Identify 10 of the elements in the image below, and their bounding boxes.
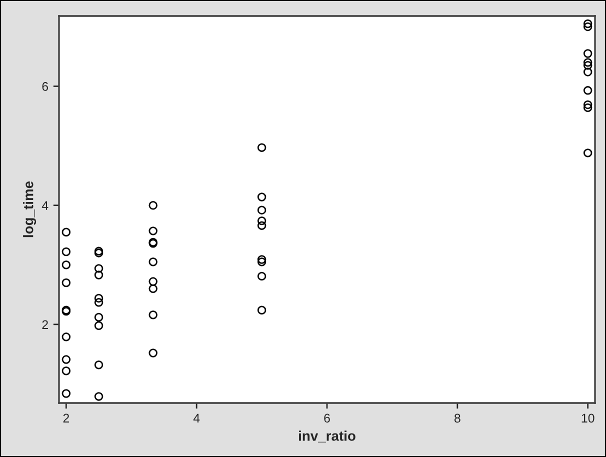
x-tick-label: 4 (193, 414, 200, 422)
y-tick-label: 2 (42, 320, 48, 329)
y-tick-label: 4 (42, 201, 48, 210)
x-tick-label: 2 (63, 414, 70, 422)
x-axis-title: inv_ratio (299, 430, 356, 442)
x-tick-label: 8 (454, 414, 460, 423)
y-tick-label: 6 (42, 82, 48, 91)
y-axis-title: log_time (23, 181, 36, 238)
x-tick-label: 10 (582, 414, 594, 423)
x-tick-label: 6 (324, 414, 330, 423)
